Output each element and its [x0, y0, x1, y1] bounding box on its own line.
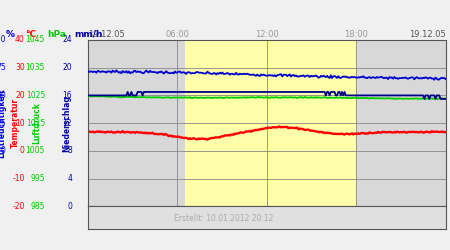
Text: 995: 995: [31, 174, 45, 183]
Text: 0: 0: [20, 146, 25, 155]
Text: 25: 25: [0, 119, 6, 128]
Text: Luftdruck: Luftdruck: [32, 102, 41, 144]
Text: %: %: [6, 30, 15, 39]
Text: 50: 50: [0, 91, 6, 100]
Text: mm/h: mm/h: [74, 30, 103, 39]
Text: 1005: 1005: [26, 146, 45, 155]
Text: hPa: hPa: [47, 30, 66, 39]
Text: -10: -10: [13, 174, 25, 183]
Text: 40: 40: [15, 36, 25, 44]
Text: -20: -20: [13, 202, 25, 211]
Text: 1025: 1025: [26, 91, 45, 100]
Bar: [184, 40, 356, 206]
Text: Niederschlag: Niederschlag: [62, 95, 71, 152]
Text: 0: 0: [67, 202, 72, 211]
Text: 1045: 1045: [26, 36, 45, 44]
Text: 75: 75: [0, 63, 6, 72]
Text: 18:00: 18:00: [344, 30, 368, 39]
Text: 4: 4: [67, 174, 72, 183]
Text: 985: 985: [31, 202, 45, 211]
Text: 16: 16: [63, 91, 72, 100]
Text: 06:00: 06:00: [165, 30, 189, 39]
Text: 19.12.05: 19.12.05: [88, 30, 125, 39]
Text: 10: 10: [15, 119, 25, 128]
Text: Luftfeuchtigkeit: Luftfeuchtigkeit: [0, 88, 6, 158]
Text: °C: °C: [26, 30, 37, 39]
Text: 19.12.05: 19.12.05: [409, 30, 446, 39]
Text: 20: 20: [63, 63, 72, 72]
Text: 0: 0: [1, 146, 6, 155]
Text: 12:00: 12:00: [255, 30, 279, 39]
Text: 100: 100: [0, 36, 6, 44]
Text: Erstellt: 10.01.2012 20:12: Erstellt: 10.01.2012 20:12: [174, 214, 274, 223]
Text: 24: 24: [63, 36, 72, 44]
Text: 1015: 1015: [26, 119, 45, 128]
Text: Temperatur: Temperatur: [11, 98, 20, 148]
Text: 8: 8: [67, 146, 72, 155]
Text: 20: 20: [15, 91, 25, 100]
Text: 30: 30: [15, 63, 25, 72]
Text: 12: 12: [63, 119, 72, 128]
Text: 1035: 1035: [26, 63, 45, 72]
